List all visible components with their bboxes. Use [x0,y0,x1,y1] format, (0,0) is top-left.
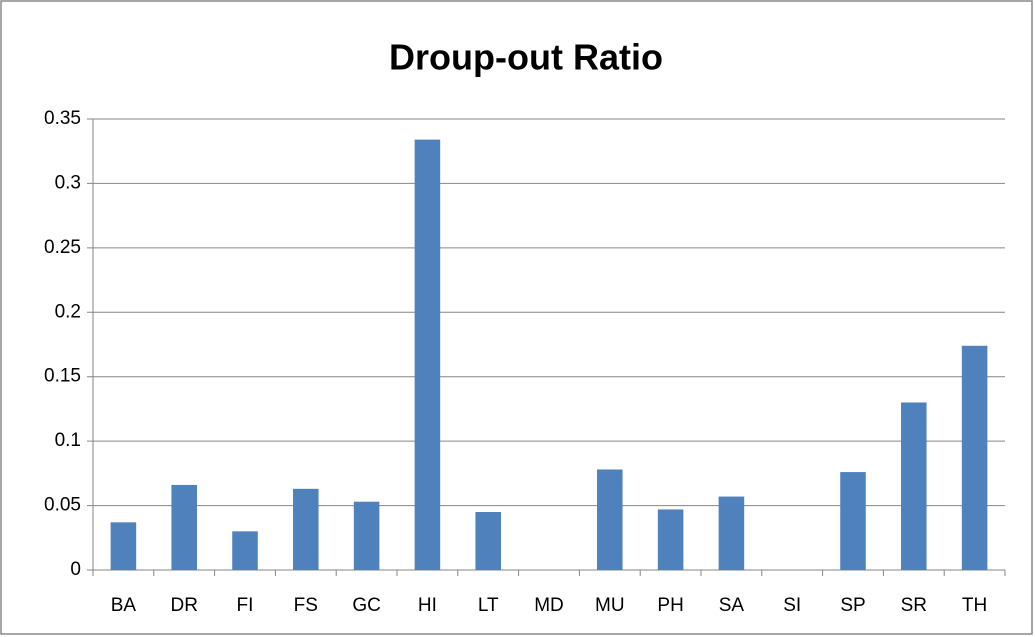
y-tick-label: 0.15 [44,366,81,387]
bar [232,531,258,570]
bar [171,484,197,570]
bar [840,472,866,570]
bar [475,512,501,570]
x-tick-label: LT [478,595,499,616]
y-tick-label: 0.05 [44,495,81,516]
x-tick-label: TH [962,595,987,616]
x-tick-label: HI [418,595,437,616]
x-tick-label: SP [840,595,865,616]
chart-title: Droup-out Ratio [389,37,663,78]
bar [961,345,988,570]
bar [293,488,319,570]
y-tick-label: 0.2 [55,301,81,322]
y-tick-label: 0.25 [44,237,81,258]
x-tick-label: FS [294,595,318,616]
x-tick-label: BA [111,595,137,616]
y-tick-label: 0.1 [55,430,81,451]
bar [414,139,441,571]
bar [718,496,745,570]
x-tick-label: MU [595,595,625,616]
bar [110,522,137,570]
x-tick-label: PH [657,595,683,616]
x-tick-label: SR [901,595,927,616]
bar [353,501,380,570]
bar [657,509,684,570]
x-tick-label: GC [352,595,381,616]
x-tick-label: SI [783,595,801,616]
x-tick-label: SA [719,595,745,616]
x-tick-label: MD [534,595,564,616]
bar [901,402,927,570]
y-tick-label: 0 [70,559,81,580]
bar [597,469,623,570]
x-tick-label: DR [170,595,197,616]
y-tick-label: 0.3 [55,172,81,193]
y-tick-label: 0.35 [44,108,81,129]
x-tick-label: FI [237,595,254,616]
